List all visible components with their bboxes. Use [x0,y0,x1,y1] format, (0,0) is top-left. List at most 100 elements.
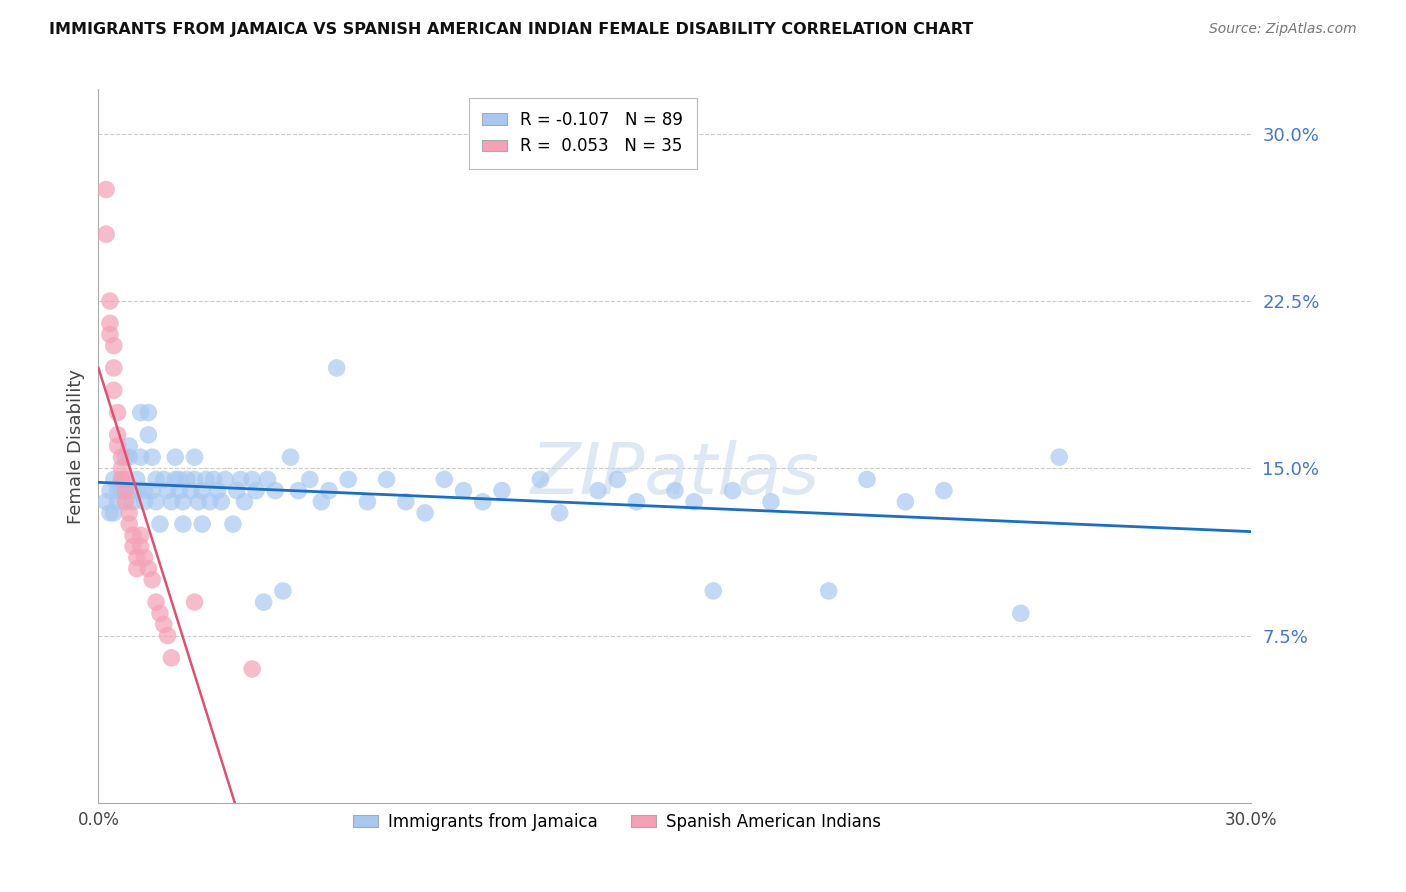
Point [114,483,136,498]
Point [98,316,121,330]
Point [160,651,183,665]
Point [222,516,245,531]
Point [1047,450,1070,464]
Point [165,450,187,464]
Point [606,473,628,487]
Point [586,483,609,498]
Point [491,483,513,498]
Point [245,483,267,498]
Point [114,473,136,487]
Point [395,494,418,508]
Point [152,617,174,632]
Point [191,516,214,531]
Point [122,528,145,542]
Point [118,516,141,531]
Point [110,450,132,464]
Point [107,427,129,442]
Point [152,473,174,487]
Point [107,494,129,508]
Point [103,360,125,375]
Point [356,494,378,508]
Point [141,450,163,464]
Point [214,473,236,487]
Point [125,473,148,487]
Point [98,327,121,342]
Point [114,494,136,508]
Point [134,550,156,565]
Point [318,483,340,498]
Point [118,439,141,453]
Point [134,483,156,498]
Point [325,360,347,375]
Point [683,494,706,508]
Point [529,473,551,487]
Point [271,583,294,598]
Point [548,506,571,520]
Point [1010,607,1032,621]
Point [191,483,214,498]
Point [172,494,194,508]
Point [233,494,256,508]
Point [134,494,156,508]
Point [183,595,205,609]
Point [183,450,205,464]
Point [107,483,129,498]
Point [122,494,145,508]
Point [626,494,648,508]
Point [125,550,148,565]
Point [114,450,136,464]
Point [176,473,198,487]
Point [894,494,917,508]
Point [145,494,167,508]
Point [172,516,194,531]
Point [167,473,190,487]
Point [298,473,321,487]
Point [145,473,167,487]
Text: ZIPatlas: ZIPatlas [530,440,820,509]
Point [141,573,163,587]
Point [817,583,839,598]
Point [264,483,287,498]
Point [375,473,398,487]
Point [702,583,724,598]
Point [413,506,436,520]
Point [107,405,129,419]
Point [225,483,247,498]
Point [98,506,121,520]
Legend: Immigrants from Jamaica, Spanish American Indians: Immigrants from Jamaica, Spanish America… [346,806,889,838]
Point [156,628,179,642]
Point [759,494,782,508]
Point [110,483,132,498]
Point [129,528,152,542]
Point [202,473,225,487]
Point [160,494,183,508]
Text: Source: ZipAtlas.com: Source: ZipAtlas.com [1209,22,1357,37]
Point [141,483,163,498]
Point [110,473,132,487]
Point [195,473,218,487]
Point [229,473,252,487]
Point [253,595,276,609]
Point [122,483,145,498]
Point [107,439,129,453]
Text: IMMIGRANTS FROM JAMAICA VS SPANISH AMERICAN INDIAN FEMALE DISABILITY CORRELATION: IMMIGRANTS FROM JAMAICA VS SPANISH AMERI… [49,22,973,37]
Point [103,384,125,398]
Point [156,483,179,498]
Point [138,405,160,419]
Point [110,473,132,487]
Point [256,473,278,487]
Point [94,227,117,241]
Point [129,539,152,553]
Point [471,494,494,508]
Point [122,539,145,553]
Y-axis label: Female Disability: Female Disability [66,368,84,524]
Point [114,483,136,498]
Point [103,473,125,487]
Point [240,662,263,676]
Point [453,483,475,498]
Point [98,483,121,498]
Point [187,494,209,508]
Point [167,483,190,498]
Point [129,405,152,419]
Point [180,483,202,498]
